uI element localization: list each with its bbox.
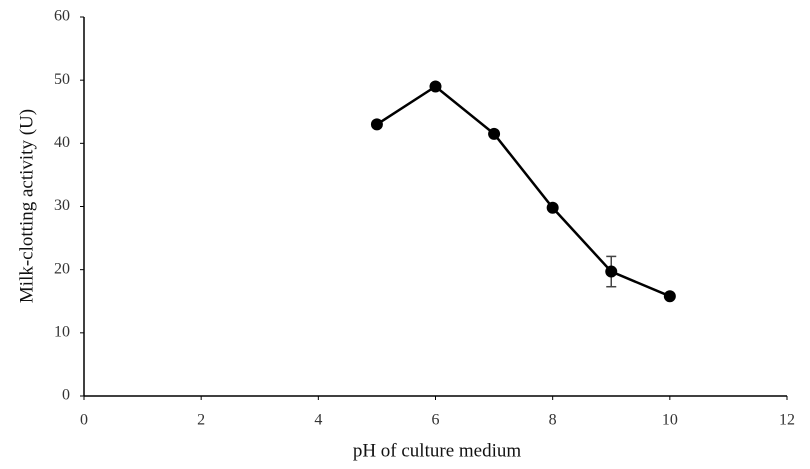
data-point — [488, 127, 501, 140]
y-tick-label: 30 — [54, 197, 70, 214]
data-point — [605, 265, 618, 278]
x-tick-label: 4 — [314, 412, 322, 429]
y-axis-title: Milk-clotting activity (U) — [16, 109, 37, 303]
x-tick-label: 12 — [779, 412, 795, 429]
x-axis-title: pH of culture medium — [353, 440, 522, 461]
data-point — [370, 118, 383, 131]
x-tick-label: 2 — [197, 412, 205, 429]
data-point — [429, 80, 442, 93]
x-tick-label: 0 — [80, 412, 88, 429]
y-tick-label: 0 — [62, 387, 70, 404]
y-tick-label: 20 — [54, 260, 70, 277]
y-tick-label: 40 — [54, 134, 70, 151]
data-point — [663, 290, 676, 303]
y-tick-label: 60 — [54, 8, 70, 25]
y-tick-label: 50 — [54, 71, 70, 88]
x-tick-label: 10 — [662, 412, 678, 429]
data-line — [376, 84, 671, 298]
x-tick-label: 8 — [549, 412, 557, 429]
y-tick-label: 10 — [54, 324, 70, 341]
data-point — [546, 201, 559, 214]
x-tick-label: 6 — [432, 412, 440, 429]
